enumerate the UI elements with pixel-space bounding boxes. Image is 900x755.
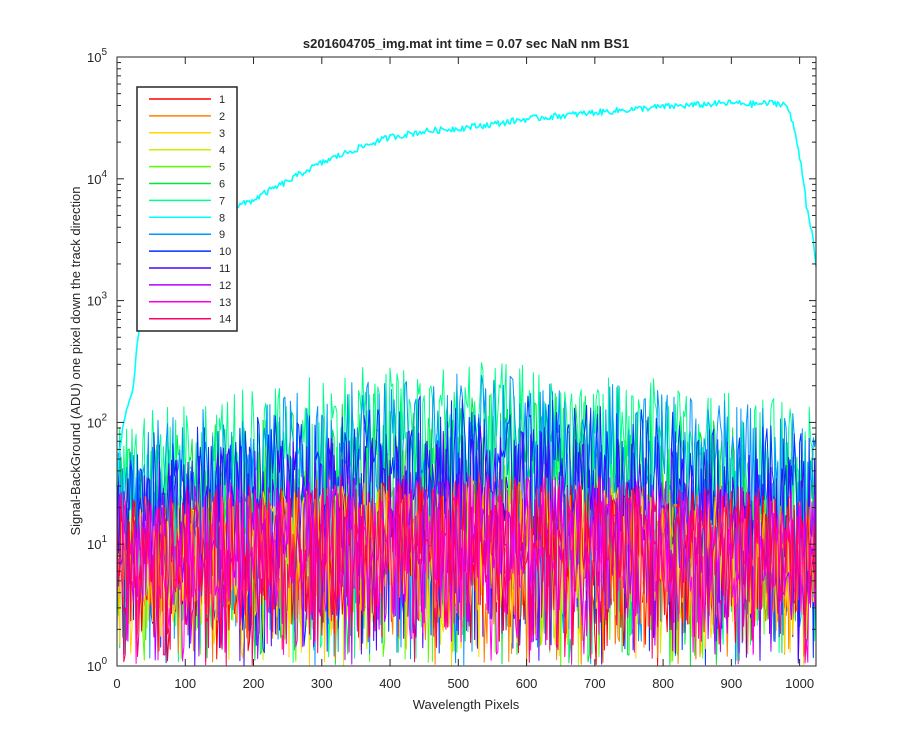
x-tick-label: 700: [584, 676, 606, 691]
legend-label-12: 12: [219, 280, 231, 292]
x-tick-label: 100: [174, 676, 196, 691]
x-tick-label: 300: [311, 676, 333, 691]
y-tick-label: 101: [87, 534, 107, 552]
series-line-7: [116, 362, 817, 663]
x-tick-label: 400: [379, 676, 401, 691]
y-tick-label: 102: [87, 412, 107, 430]
legend-label-1: 1: [219, 94, 225, 106]
y-tick-label: 103: [87, 291, 107, 309]
series-layer: [116, 99, 817, 667]
axes-box: [116, 56, 817, 667]
series-line-14: [116, 472, 817, 666]
legend-box: [136, 86, 238, 332]
x-tick-label: 1000: [785, 676, 814, 691]
y-tick-label: 104: [87, 169, 107, 187]
legend-label-11: 11: [219, 263, 230, 275]
legend-label-13: 13: [219, 297, 231, 309]
legend-label-10: 10: [219, 246, 231, 258]
chart-title: s201604705_img.mat int time = 0.07 sec N…: [303, 36, 629, 51]
x-tick-label: 600: [516, 676, 538, 691]
y-tick-label: 105: [87, 47, 107, 65]
y-axis-label: Signal-BackGround (ADU) one pixel down t…: [68, 186, 83, 535]
x-axis-label: Wavelength Pixels: [413, 697, 520, 712]
legend-label-7: 7: [219, 195, 225, 207]
legend-label-8: 8: [219, 212, 225, 224]
legend-label-6: 6: [219, 179, 225, 191]
x-tick-label: 200: [243, 676, 265, 691]
x-tick-label: 500: [447, 676, 469, 691]
legend-label-3: 3: [219, 128, 225, 140]
legend-label-14: 14: [219, 314, 231, 326]
y-tick-label: 100: [87, 656, 107, 674]
legend-label-9: 9: [219, 229, 225, 241]
x-tick-label: 900: [721, 676, 743, 691]
legend-label-4: 4: [219, 145, 225, 157]
legend-label-2: 2: [219, 111, 225, 123]
x-tick-label: 0: [113, 676, 120, 691]
x-tick-label: 800: [652, 676, 674, 691]
legend-label-5: 5: [219, 162, 225, 174]
